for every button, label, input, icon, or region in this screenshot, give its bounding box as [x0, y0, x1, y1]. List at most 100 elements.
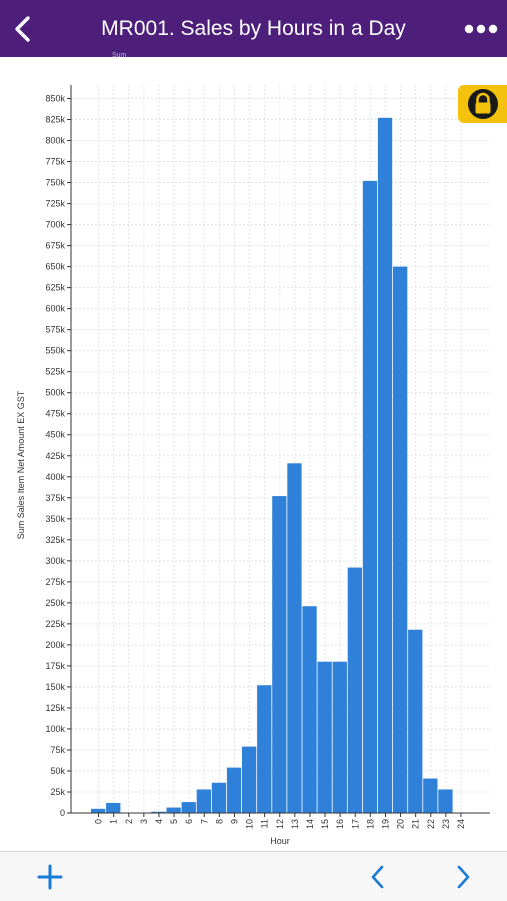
y-tick-label: 150k	[45, 682, 65, 692]
lock-badge[interactable]	[458, 85, 507, 123]
x-tick-label: 0	[94, 819, 104, 824]
y-tick-label: 450k	[45, 430, 65, 440]
y-tick-label: 250k	[45, 598, 65, 608]
x-tick-label: 16	[335, 819, 345, 829]
bar	[257, 685, 271, 813]
x-tick-label: 22	[426, 819, 436, 829]
back-button[interactable]	[6, 10, 40, 48]
bar	[423, 779, 437, 813]
previous-button[interactable]	[360, 860, 396, 894]
y-tick-label: 825k	[45, 115, 65, 125]
page-title: MR001. Sales by Hours in a Day	[60, 0, 447, 57]
y-tick-label: 300k	[45, 556, 65, 566]
bar	[272, 496, 286, 813]
y-tick-label: 25k	[50, 787, 65, 797]
x-tick-label: 8	[214, 819, 224, 824]
y-tick-label: 675k	[45, 241, 65, 251]
app-header: MR001. Sales by Hours in a Day	[0, 0, 507, 57]
x-tick-label: 9	[229, 819, 239, 824]
y-tick-label: 125k	[45, 703, 65, 713]
x-tick-label: 23	[441, 819, 451, 829]
y-tick-label: 575k	[45, 325, 65, 335]
x-tick-label: 15	[320, 819, 330, 829]
y-tick-label: 475k	[45, 409, 65, 419]
y-tick-label: 550k	[45, 346, 65, 356]
bar	[438, 789, 452, 813]
bar	[106, 803, 120, 813]
x-tick-label: 24	[456, 819, 466, 829]
x-tick-label: 6	[184, 819, 194, 824]
y-tick-label: 200k	[45, 640, 65, 650]
y-tick-label: 625k	[45, 283, 65, 293]
chevron-left-icon	[12, 15, 34, 43]
x-tick-label: 2	[124, 819, 134, 824]
y-tick-label: 850k	[45, 94, 65, 104]
bar	[227, 768, 241, 813]
y-tick-label: 325k	[45, 535, 65, 545]
x-tick-label: 5	[169, 819, 179, 824]
y-tick-label: 400k	[45, 472, 65, 482]
bar	[197, 789, 211, 813]
chevron-right-icon	[454, 864, 472, 890]
x-tick-label: 7	[199, 819, 209, 824]
y-tick-label: 0	[60, 808, 65, 818]
x-tick-label: 17	[350, 819, 360, 829]
y-tick-label: 375k	[45, 493, 65, 503]
add-button[interactable]	[32, 860, 68, 894]
y-axis-ticks: 0 25k 50k 75k 100k 125k 150k 175k 200k 225k 250k 27…	[45, 94, 71, 819]
x-tick-label: 18	[365, 819, 375, 829]
bar	[302, 606, 316, 813]
bar	[212, 783, 226, 813]
bars	[91, 118, 453, 813]
x-tick-label: 13	[290, 819, 300, 829]
y-tick-label: 725k	[45, 199, 65, 209]
x-tick-label: 20	[396, 819, 406, 829]
x-tick-label: 21	[411, 819, 421, 829]
bar	[318, 662, 332, 813]
x-axis-title: Hour	[270, 836, 290, 846]
y-axis-title: Sum Sales Item Net Amount EX GST	[16, 390, 26, 539]
x-tick-label: 3	[139, 819, 149, 824]
y-tick-label: 275k	[45, 577, 65, 587]
next-button[interactable]	[445, 860, 481, 894]
bar	[242, 747, 256, 813]
bottom-toolbar	[0, 851, 507, 901]
x-tick-label: 19	[380, 819, 390, 829]
y-tick-label: 775k	[45, 157, 65, 167]
y-tick-label: 350k	[45, 514, 65, 524]
y-tick-label: 650k	[45, 262, 65, 272]
bar	[167, 808, 181, 813]
y-tick-label: 50k	[50, 766, 65, 776]
bar	[333, 662, 347, 813]
y-tick-label: 600k	[45, 304, 65, 314]
plus-icon	[37, 864, 63, 890]
more-horizontal-icon	[464, 24, 498, 34]
x-tick-label: 14	[305, 819, 315, 829]
y-tick-label: 500k	[45, 388, 65, 398]
bar	[363, 181, 377, 813]
x-tick-label: 11	[260, 819, 270, 828]
bar	[378, 118, 392, 813]
bar	[408, 630, 422, 813]
y-tick-label: 225k	[45, 619, 65, 629]
y-tick-label: 525k	[45, 367, 65, 377]
x-tick-label: 10	[245, 819, 255, 829]
y-tick-label: 700k	[45, 220, 65, 230]
y-tick-label: 75k	[50, 745, 65, 755]
x-tick-label: 12	[275, 819, 285, 829]
y-tick-label: 100k	[45, 724, 65, 734]
bar	[348, 568, 362, 813]
lock-icon	[466, 87, 500, 121]
sales-bar-chart: 025k50k75k100k125k150k175k200k225k250k27…	[0, 57, 507, 851]
y-tick-label: 800k	[45, 136, 65, 146]
more-options-button[interactable]	[463, 14, 499, 44]
bar	[182, 802, 196, 813]
bar	[393, 267, 407, 813]
y-tick-label: 175k	[45, 661, 65, 671]
bar	[287, 463, 301, 813]
x-tick-label: 1	[109, 819, 119, 824]
chevron-left-icon	[369, 864, 387, 890]
bar	[91, 809, 105, 813]
x-tick-label: 4	[154, 819, 164, 824]
